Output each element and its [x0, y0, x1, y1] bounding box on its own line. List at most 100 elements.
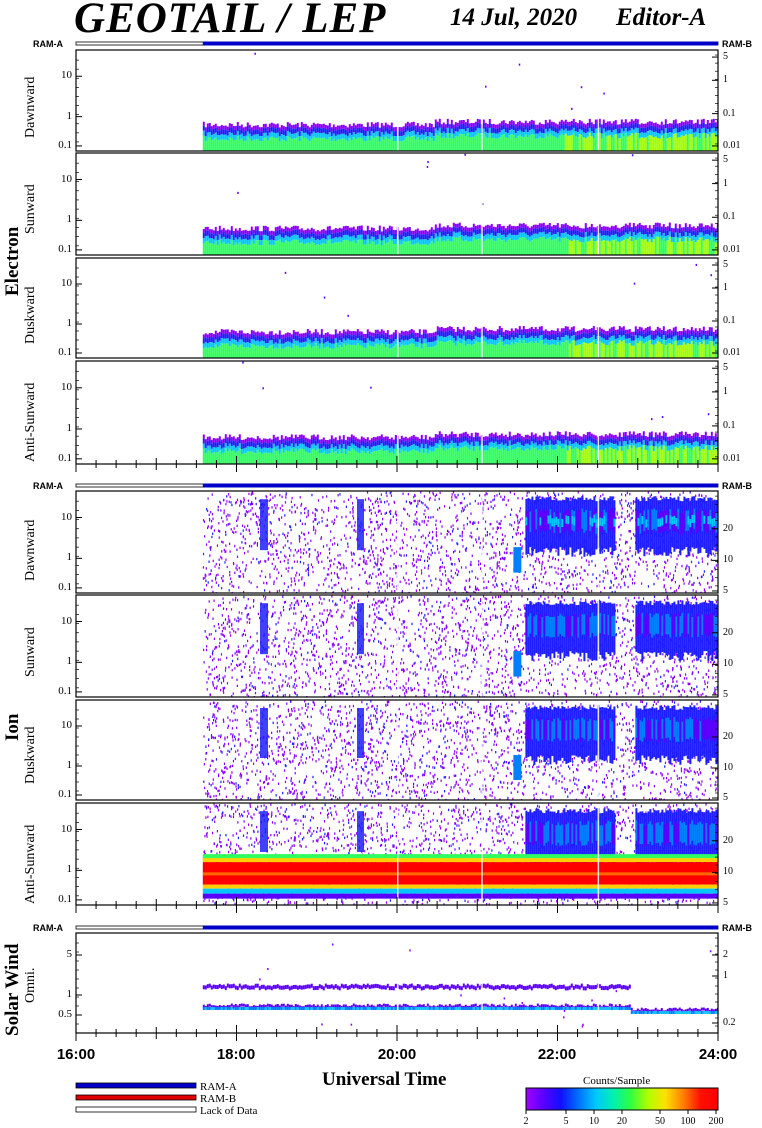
right-tick-label: 10 [723, 866, 733, 878]
right-tick-label: 1 [723, 177, 728, 189]
right-tick-label: 10 [723, 554, 733, 566]
right-tick-label: 0.01 [723, 452, 741, 464]
right-tick-label: 0.1 [723, 315, 736, 326]
x-tick-label: 18:00 [216, 1046, 256, 1063]
right-tick-label: 0.2 [723, 1017, 736, 1028]
right-tick-label: 20 [723, 522, 733, 534]
chart-title: GEOTAIL / LEP [74, 0, 387, 42]
right-tick-label: 0.01 [723, 243, 741, 255]
right-tick-label: 10 [723, 762, 733, 773]
right-tick-label: 5 [723, 896, 728, 908]
ram-b-label-ion: RAM-B [722, 481, 752, 491]
y-tick-label: 1 [66, 109, 73, 122]
y-tick-label: 0.5 [58, 1008, 72, 1020]
y-tick-label: 0.1 [58, 788, 72, 800]
colorbar-tick: 5 [563, 1116, 569, 1127]
chart-date: 14 Jul, 2020 [450, 4, 578, 31]
panel-4 [75, 490, 719, 594]
ram-a-label-sw: RAM-A [33, 923, 63, 933]
y-tick-label: 1 [66, 988, 73, 1000]
ram-b-label-sw: RAM-B [722, 923, 752, 933]
y-tick-label: 10 [61, 614, 72, 627]
right-tick-label: 0.1 [723, 211, 736, 223]
legend-bar-ram-b [75, 1094, 197, 1101]
x-tick-label: 22:00 [537, 1046, 577, 1063]
right-tick-label: 0.1 [723, 107, 736, 119]
right-tick-label: 5 [723, 51, 728, 63]
colorbar-tick: 200 [708, 1116, 724, 1127]
ram-a-label-electron: RAM-A [33, 39, 63, 49]
right-tick-label: 5 [723, 362, 728, 374]
right-tick-label: 20 [723, 731, 733, 742]
right-tick-label: 20 [723, 834, 733, 846]
panel-0 [75, 49, 719, 152]
y-tick-label: 0.1 [58, 892, 72, 905]
y-tick-label: 10 [61, 69, 72, 82]
right-tick-label: 10 [723, 658, 733, 670]
colorbar-tick: 100 [680, 1116, 696, 1127]
panel-6 [75, 699, 719, 801]
right-tick-label: 5 [723, 584, 728, 596]
y-tick-label: 5 [66, 948, 73, 960]
legend-lack: Lack of Data [200, 1105, 258, 1117]
y-tick-label: 10 [61, 719, 72, 731]
y-tick-label: 1 [66, 655, 73, 668]
panel-2 [75, 257, 719, 359]
y-tick-label: 1 [66, 551, 73, 564]
right-tick-label: 0.01 [723, 139, 741, 151]
chart-editor: Editor-A [616, 4, 707, 31]
right-tick-label: 5 [723, 688, 728, 700]
panel-1 [75, 152, 719, 256]
ram-a-label-ion: RAM-A [33, 481, 63, 491]
x-tick-label: 16:00 [56, 1046, 96, 1063]
y-tick-label: 10 [61, 380, 72, 393]
y-tick-label: 0.1 [58, 346, 72, 358]
legend-bar-ram-a [75, 1082, 197, 1089]
ram-bar-ram-a [202, 925, 719, 930]
x-tick-label: 20:00 [377, 1046, 417, 1063]
colorbar [525, 1087, 719, 1111]
legend-ram-b: RAM-B [200, 1093, 237, 1105]
panel-8 [75, 932, 719, 1034]
colorbar-tick: 20 [617, 1116, 627, 1127]
colorbar-tick: 2 [523, 1116, 529, 1127]
right-tick-label: 5 [723, 792, 728, 803]
y-tick-label: 0.1 [58, 242, 72, 255]
y-tick-label: 10 [61, 822, 72, 835]
panel-7 [75, 802, 719, 906]
right-tick-label: 1 [723, 282, 728, 293]
right-tick-label: 5 [723, 154, 728, 166]
y-tick-label: 10 [61, 277, 72, 289]
right-tick-label: 20 [723, 626, 733, 638]
right-tick-label: 0.01 [723, 347, 741, 358]
colorbar-title: Counts/Sample [583, 1075, 651, 1087]
y-tick-label: 0.1 [58, 684, 72, 697]
legend-bar-lack [75, 1106, 197, 1113]
y-tick-label: 10 [61, 510, 72, 523]
panel-5 [75, 594, 719, 698]
right-tick-label: 1 [723, 74, 728, 86]
y-tick-label: 1 [66, 317, 73, 329]
y-tick-label: 10 [61, 172, 72, 185]
colorbar-tick: 50 [655, 1116, 665, 1127]
y-tick-label: 0.1 [58, 138, 72, 151]
x-tick-label: 24:00 [698, 1046, 738, 1063]
x-axis-label: Universal Time [322, 1069, 447, 1090]
ram-bar-ram-a [202, 483, 719, 488]
colorbar-tick: 10 [589, 1116, 599, 1127]
right-tick-label: 2 [723, 949, 728, 960]
y-tick-label: 1 [66, 863, 73, 876]
right-tick-label: 5 [723, 259, 728, 270]
y-tick-label: 1 [66, 213, 73, 226]
y-tick-label: 0.1 [58, 451, 72, 464]
right-tick-label: 1 [723, 385, 728, 397]
y-tick-label: 0.1 [58, 580, 72, 593]
panel-3 [75, 360, 719, 465]
y-tick-label: 1 [66, 421, 73, 434]
y-tick-label: 1 [66, 759, 73, 771]
ram-b-label-electron: RAM-B [722, 39, 752, 49]
right-tick-label: 1 [723, 970, 728, 981]
right-tick-label: 0.1 [723, 419, 736, 431]
ram-bar-ram-a [202, 41, 719, 46]
